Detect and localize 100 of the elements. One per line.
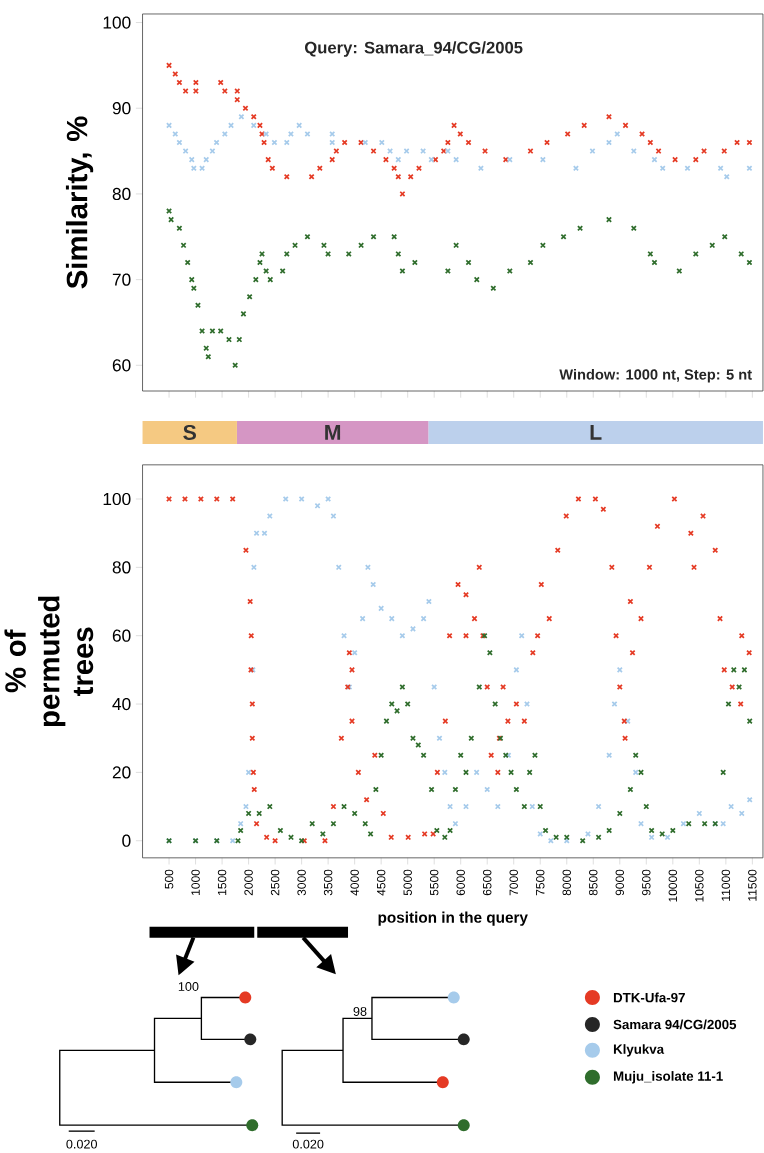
x-tick-label: 2000 — [244, 869, 253, 896]
point — [329, 130, 336, 137]
point — [287, 130, 294, 137]
point — [283, 250, 290, 257]
point — [651, 259, 658, 266]
point — [176, 79, 183, 86]
x-tick-label: 4000 — [350, 869, 359, 896]
point — [221, 130, 228, 137]
point — [477, 165, 484, 172]
y-axis-title: % of permuted trees — [4, 596, 94, 727]
x-tick-label: 8000 — [562, 869, 572, 896]
point — [527, 259, 534, 266]
x-tick-label: 11000 — [721, 869, 731, 901]
point — [271, 139, 278, 146]
x-tick-label: 5500 — [429, 869, 439, 896]
x-tick-label: 3000 — [297, 869, 306, 896]
series-label: S — [183, 424, 197, 440]
point — [647, 139, 654, 146]
point — [236, 336, 243, 343]
point — [572, 165, 579, 172]
point — [605, 113, 613, 120]
x-tick-label: 6000 — [456, 869, 465, 896]
point — [415, 165, 423, 172]
point — [325, 250, 332, 257]
legend-label: Muju_isolate 11-1 — [613, 1071, 723, 1084]
text: Samara 94/CG/2005 — [613, 1019, 737, 1030]
y-tick-label: 80 — [112, 187, 131, 201]
x-tick-label: 500 — [164, 869, 174, 889]
point — [444, 148, 451, 155]
x-tick-label: 7000 — [509, 869, 518, 896]
x-tick-label: 11500 — [748, 869, 757, 901]
text: 0.020 — [292, 1139, 324, 1149]
point — [221, 88, 228, 95]
series-label: L — [590, 425, 602, 440]
series-label: M — [325, 425, 341, 440]
y-tick-label: 90 — [112, 102, 131, 115]
point — [622, 122, 629, 129]
point — [184, 259, 191, 266]
x-tick-label: 10000 — [668, 869, 678, 902]
y-axis-title: Similarity, % — [65, 116, 94, 289]
x-tick-label: 8500 — [589, 869, 598, 896]
point — [387, 148, 394, 155]
point — [172, 70, 179, 77]
text: 0.020 — [66, 1139, 98, 1149]
annotation: Window: 1000 nt, Step: 5 nt — [559, 368, 752, 383]
point — [506, 268, 513, 275]
x-axis-title: position in the query — [378, 911, 528, 926]
point — [721, 148, 728, 155]
text: Query: Samara_94/CG/2005 — [305, 41, 523, 57]
x-tick-label: 2500 — [270, 869, 280, 896]
y-tick-label: 60 — [112, 359, 131, 372]
text: 98 — [353, 1006, 367, 1016]
point — [738, 250, 745, 257]
point — [304, 233, 311, 240]
point — [482, 148, 489, 155]
y-tick-label: 100 — [103, 492, 131, 506]
point — [444, 268, 451, 275]
point — [630, 148, 637, 155]
point — [692, 250, 699, 257]
y-tick-label: 100 — [103, 16, 131, 29]
text: 100 — [178, 982, 199, 991]
point — [341, 139, 348, 146]
y-tick-label: 80 — [112, 561, 131, 574]
y-tick-label: 40 — [112, 697, 131, 711]
x-tick-label: 7500 — [536, 869, 545, 896]
x-tick-label: 3500 — [323, 869, 333, 896]
x-tick-label: 4500 — [376, 869, 386, 896]
x-tick-label: 1000 — [191, 869, 200, 895]
y-tick-label: 70 — [112, 273, 131, 286]
point — [651, 156, 658, 163]
point — [199, 328, 206, 335]
x-tick-label: 9500 — [642, 869, 651, 896]
point — [639, 130, 646, 137]
point — [701, 148, 708, 155]
point — [420, 148, 427, 155]
legend-label: Klyukva — [613, 1044, 665, 1057]
point — [465, 139, 472, 146]
x-tick-label: 5000 — [403, 869, 412, 896]
x-tick-label: 6500 — [482, 869, 492, 896]
point — [199, 165, 206, 172]
point — [180, 242, 187, 249]
point — [465, 259, 472, 266]
y-tick-label: 20 — [112, 766, 131, 779]
point — [428, 156, 435, 163]
y-tick-label: 60 — [112, 629, 131, 642]
point — [263, 130, 270, 137]
x-tick-label: 9000 — [615, 869, 625, 896]
point — [746, 259, 753, 266]
point — [577, 225, 584, 232]
point — [176, 139, 183, 146]
point — [192, 88, 199, 95]
x-tick-label: 1500 — [217, 869, 227, 895]
point — [166, 208, 173, 215]
point — [217, 79, 224, 86]
point — [263, 268, 270, 275]
point — [614, 130, 621, 137]
x-tick-label: 10500 — [695, 869, 704, 902]
point — [213, 139, 220, 146]
legend-label: DTK-Ufa-97 — [613, 992, 685, 1003]
point — [258, 250, 266, 257]
